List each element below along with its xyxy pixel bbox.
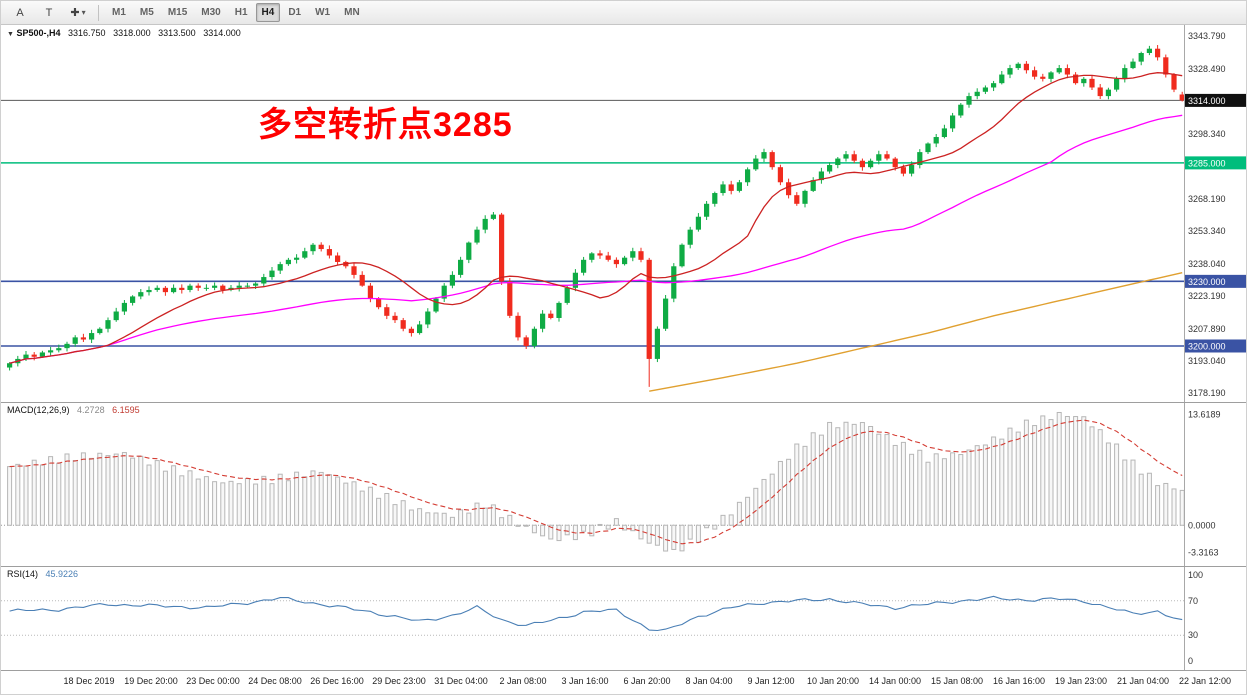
- time-axis-label: 23 Dec 00:00: [186, 676, 240, 686]
- price-axis-tick: 3268.190: [1188, 194, 1226, 204]
- price-badge: [1185, 93, 1246, 107]
- time-axis-label: 21 Jan 04:00: [1116, 676, 1170, 686]
- moving-average-magenta: [9, 114, 1183, 364]
- time-axis-label: 19 Jan 23:00: [1054, 676, 1108, 686]
- price-axis-tick: 3223.190: [1188, 291, 1226, 301]
- chevron-down-icon: ▾: [81, 8, 86, 17]
- toolbar-separator: [98, 4, 99, 21]
- price-axis-tick: 3207.890: [1188, 324, 1226, 334]
- rsi-axis-tick: 70: [1188, 596, 1198, 606]
- rsi-axis-tick: 30: [1188, 630, 1198, 640]
- price-badge-label: 3200.000: [1188, 341, 1226, 351]
- time-axis-label: 3 Jan 16:00: [561, 676, 609, 686]
- panel-separator[interactable]: [1, 566, 1246, 567]
- panel-separator[interactable]: [1, 402, 1246, 403]
- price-axis-tick: 3298.340: [1188, 129, 1226, 139]
- rsi-line: [9, 595, 1183, 632]
- time-axis[interactable]: 18 Dec 2019 19 Dec 20:00 23 Dec 00:00 24 De…: [1, 671, 1246, 694]
- rsi-axis-tick: 100: [1188, 570, 1203, 580]
- price-axis-tick: 3238.040: [1188, 259, 1226, 269]
- timeframe-button-w1[interactable]: W1: [315, 7, 331, 18]
- macd-axis-tick: 13.6189: [1188, 409, 1221, 419]
- price-axis-tick: 3253.340: [1188, 226, 1226, 236]
- time-axis-label: 26 Dec 16:00: [310, 676, 364, 686]
- time-axis-label: 16 Jan 16:00: [992, 676, 1046, 686]
- cursor-tool-button[interactable]: A: [16, 6, 24, 19]
- time-axis-label: 22 Jan 12:00: [1178, 676, 1232, 686]
- timeframe-button-h4[interactable]: H4: [255, 3, 281, 22]
- time-axis-label: 2 Jan 08:00: [499, 676, 547, 686]
- rsi-panel[interactable]: 100 70 30 0: [1, 567, 1247, 670]
- time-axis-label: 18 Dec 2019: [63, 676, 115, 686]
- price-badge-label: 3314.000: [1188, 96, 1226, 106]
- candlestick-series: [7, 45, 1185, 387]
- timeframe-button-h1[interactable]: H1: [234, 7, 248, 18]
- time-axis-label: 24 Dec 08:00: [248, 676, 302, 686]
- timeframe-button-m30[interactable]: M30: [201, 7, 221, 18]
- macd-axis-tick: 0.0000: [1188, 520, 1216, 530]
- toolbar: A T ✚ ▾ M1 M5 M15 M30 H1 H4 D1 W1 MN: [1, 1, 1246, 25]
- price-chart[interactable]: 3343.790 3328.490 3298.340 3268.190 3253.340…: [1, 25, 1247, 402]
- chart-area: 3343.790 3328.490 3298.340 3268.190 3253.340…: [1, 25, 1247, 694]
- price-badge: [1185, 339, 1246, 353]
- timeframe-button-mn[interactable]: MN: [344, 7, 360, 18]
- price-axis-tick: 3193.040: [1188, 356, 1226, 366]
- toolbar-tools: A T ✚ ▾: [6, 2, 92, 23]
- price-badge-label: 3285.000: [1188, 158, 1226, 168]
- time-axis-label: 9 Jan 12:00: [747, 676, 795, 686]
- price-axis-tick: 3178.190: [1188, 388, 1226, 398]
- price-axis-tick: 3328.490: [1188, 64, 1226, 74]
- time-axis-label: 15 Jan 08:00: [930, 676, 984, 686]
- rsi-axis-tick: 0: [1188, 656, 1193, 666]
- moving-average-orange: [649, 272, 1183, 392]
- time-axis-label: 8 Jan 04:00: [685, 676, 733, 686]
- macd-signal-line: [9, 419, 1183, 545]
- panel-separator: [1, 670, 1246, 671]
- price-axis-tick: 3343.790: [1188, 31, 1226, 41]
- time-axis-label: 19 Dec 20:00: [124, 676, 178, 686]
- price-badge: [1185, 274, 1246, 288]
- price-badge: [1185, 156, 1246, 170]
- timeframe-button-m15[interactable]: M15: [167, 7, 188, 18]
- drawing-tools-dropdown[interactable]: ✚ ▾: [70, 7, 86, 19]
- macd-axis-tick: -3.3163: [1188, 547, 1219, 557]
- timeframe-button-m1[interactable]: M1: [112, 7, 126, 18]
- time-axis-label: 10 Jan 20:00: [806, 676, 860, 686]
- text-tool-button[interactable]: T: [45, 6, 53, 19]
- timeframe-button-d1[interactable]: D1: [288, 7, 302, 18]
- price-badge-label: 3230.000: [1188, 277, 1226, 287]
- time-axis-label: 29 Dec 23:00: [372, 676, 426, 686]
- macd-histogram: [7, 411, 1185, 552]
- moving-average-red: [9, 72, 1183, 364]
- timeframe-button-m5[interactable]: M5: [139, 7, 154, 18]
- time-axis-label: 14 Jan 00:00: [868, 676, 922, 686]
- macd-panel[interactable]: 13.6189 0.0000 -3.3163: [1, 403, 1247, 566]
- time-axis-label: 31 Dec 04:00: [434, 676, 488, 686]
- toolbar-timeframes: M1 M5 M15 M30 H1 H4 D1 W1 MN: [105, 3, 367, 22]
- time-axis-label: 6 Jan 20:00: [623, 676, 671, 686]
